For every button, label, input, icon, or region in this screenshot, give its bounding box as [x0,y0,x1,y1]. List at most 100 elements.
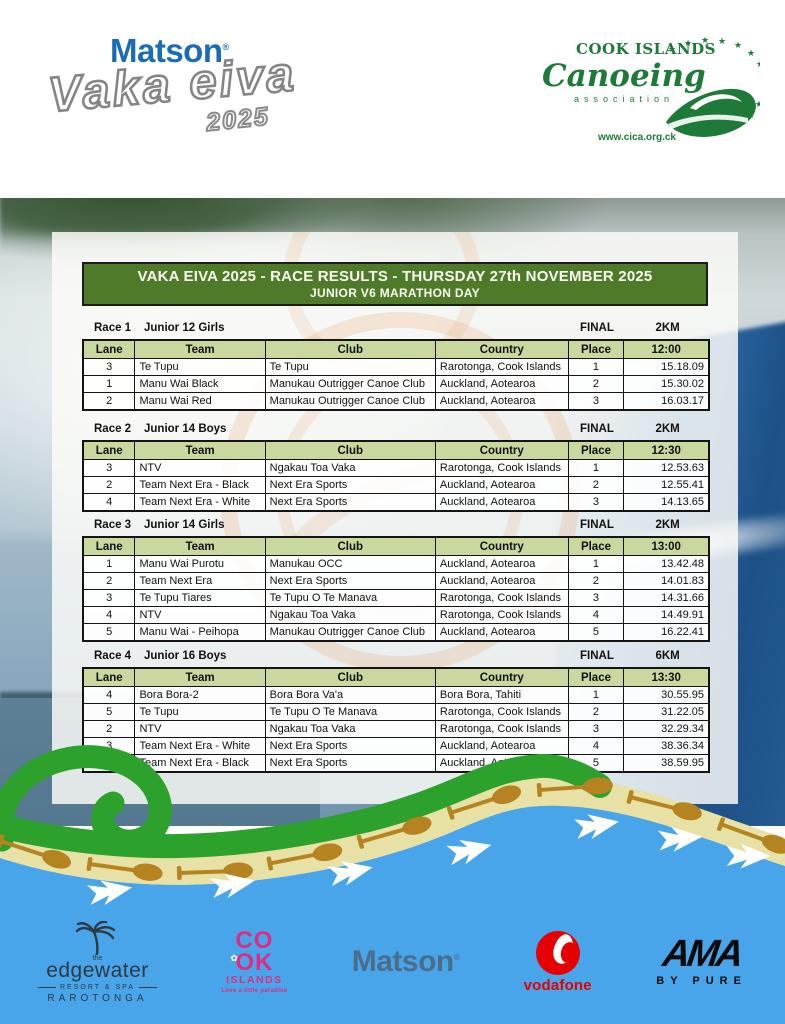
result-row: 4 Team Next Era - White Next Era Sports Auc… [82,493,710,512]
result-cell: Team Next Era - White [134,737,266,755]
result-cell: 13.42.48 [623,555,710,573]
results-table: Lane Team Club Country Place 13:00 1 Manu… [82,536,710,642]
result-row: 2 Team Next Era Next Era Sports Auckland, A… [82,572,710,590]
registered-mark: ® [222,42,230,52]
result-cell: 30.55.95 [623,686,710,704]
result-cell: 32.29.34 [623,720,710,738]
result-cell: Te Tupu O Te Manava [264,589,436,607]
result-cell: 4 [82,606,136,624]
col-team: Team [134,536,266,556]
cica-association-text: association [574,94,674,104]
cook-islands-logo: CO OK ✿ ISLANDS Love a little paradise [221,926,288,994]
result-cell: 5 [82,703,136,721]
result-cell: Manu Wai Black [134,375,266,393]
col-team: Team [134,339,266,359]
result-cell: NTV [134,720,266,738]
result-cell: Te Tupu [264,358,436,376]
result-cell: 4 [82,493,136,512]
result-cell: 3 [82,459,136,477]
col-lane: Lane [82,440,136,460]
result-cell: 14.13.65 [623,493,710,512]
col-lane: Lane [82,536,136,556]
result-cell: Rarotonga, Cook Islands [434,606,569,624]
result-cell: Manu Wai Red [134,392,266,411]
race-distance: 6KM [655,650,680,662]
result-cell: NTV [134,606,266,624]
result-cell: 12.53.63 [623,459,710,477]
result-cell: 5 [567,623,625,642]
result-cell: Next Era Sports [264,737,436,755]
result-cell: 1 [82,555,136,573]
race-category: Junior 16 Boys [144,650,227,662]
cook-islands-line1: CO [235,926,274,954]
result-cell: 2 [567,703,625,721]
col-country: Country [434,339,569,359]
vodafone-logo: vodafone [523,930,592,994]
result-row: 1 Manu Wai Black Manukau Outrigger Canoe C… [82,375,710,393]
edgewater-location: RAROTONGA [47,992,148,1004]
result-cell: Auckland, Aotearoa [434,392,569,411]
ama-text: AMA [659,933,744,976]
result-cell: 16.03.17 [623,392,710,411]
result-cell: Manukau Outrigger Canoe Club [264,375,436,393]
palm-tree-icon [76,920,116,955]
result-row: 2 Manu Wai Red Manukau Outrigger Canoe Clu… [82,392,710,411]
result-cell: 1 [82,375,136,393]
cica-website: www.cica.org.ck [597,132,676,143]
result-cell: Te Tupu [134,703,266,721]
result-cell: 1 [567,555,625,573]
col-start-time: 13:30 [623,667,710,687]
result-cell: Rarotonga, Cook Islands [434,720,569,738]
matson-sponsor-logo: Matson® [351,945,460,979]
matson-sponsor-text: Matson [351,945,455,978]
ocean-blue-shape [0,805,785,1024]
result-cell: 3 [567,493,625,512]
col-start-time: 13:00 [623,536,710,556]
result-cell: 2 [82,572,136,590]
results-header-row: Lane Team Club Country Place 12:00 [82,339,710,359]
result-cell: Te Tupu O Te Manava [264,703,436,721]
col-team: Team [134,440,266,460]
result-cell: Next Era Sports [264,476,436,494]
race-round: FINAL [580,322,614,334]
cook-islands-line2: OK [235,948,274,976]
result-cell: 5 [82,623,136,642]
vaka-eiva-logo: Matson® Vaka eiva 2025 [45,34,338,164]
race-label-row: Race 2 Junior 14 Boys FINAL 2KM [82,423,710,438]
cook-islands-tagline: Love a little paradise [221,987,288,994]
race-label-row: Race 1 Junior 12 Girls FINAL 2KM [82,322,710,337]
result-row: 3 Team Next Era - White Next Era Sports Auc… [82,737,710,755]
result-cell: Team Next Era - Black [134,476,266,494]
result-cell: 1 [567,459,625,477]
result-cell: Ngakau Toa Vaka [264,720,436,738]
banner-subtitle: JUNIOR V6 MARATHON DAY [310,286,480,300]
result-cell: 2 [567,572,625,590]
race-number: Race 2 [94,423,132,435]
result-cell: Team Next Era [134,572,266,590]
results-table: Lane Team Club Country Place 12:30 3 NTV N… [82,440,710,512]
cica-logo-art: COOK ISLANDS Canoeing association ★★ ★ ★ … [542,35,768,143]
col-team: Team [134,667,266,687]
result-cell: 3 [567,720,625,738]
result-cell: 2 [82,476,136,494]
result-cell: 3 [567,392,625,411]
result-cell: NTV [134,459,266,477]
race-round: FINAL [580,423,614,435]
result-cell: 38.36.34 [623,737,710,755]
svg-text:★: ★ [756,59,760,69]
koru-wave-icon [0,745,172,853]
edgewater-logo: the edgewater RESORT & SPA RAROTONGA [38,920,157,1004]
paddler-highlight [690,94,742,110]
result-cell: Next Era Sports [264,754,436,773]
result-cell: Next Era Sports [264,493,436,512]
result-cell: Manukau OCC [264,555,436,573]
result-cell: Te Tupu [134,358,266,376]
result-cell: 2 [567,375,625,393]
result-cell: Manukau Outrigger Canoe Club [264,623,436,642]
race-distance: 2KM [655,519,680,531]
vodafone-text: vodafone [523,976,592,994]
banner-title: VAKA EIVA 2025 - RACE RESULTS - THURSDAY… [137,268,653,285]
result-cell: 4 [82,686,136,704]
race-number: Race 4 [94,650,132,662]
col-start-time: 12:30 [623,440,710,460]
